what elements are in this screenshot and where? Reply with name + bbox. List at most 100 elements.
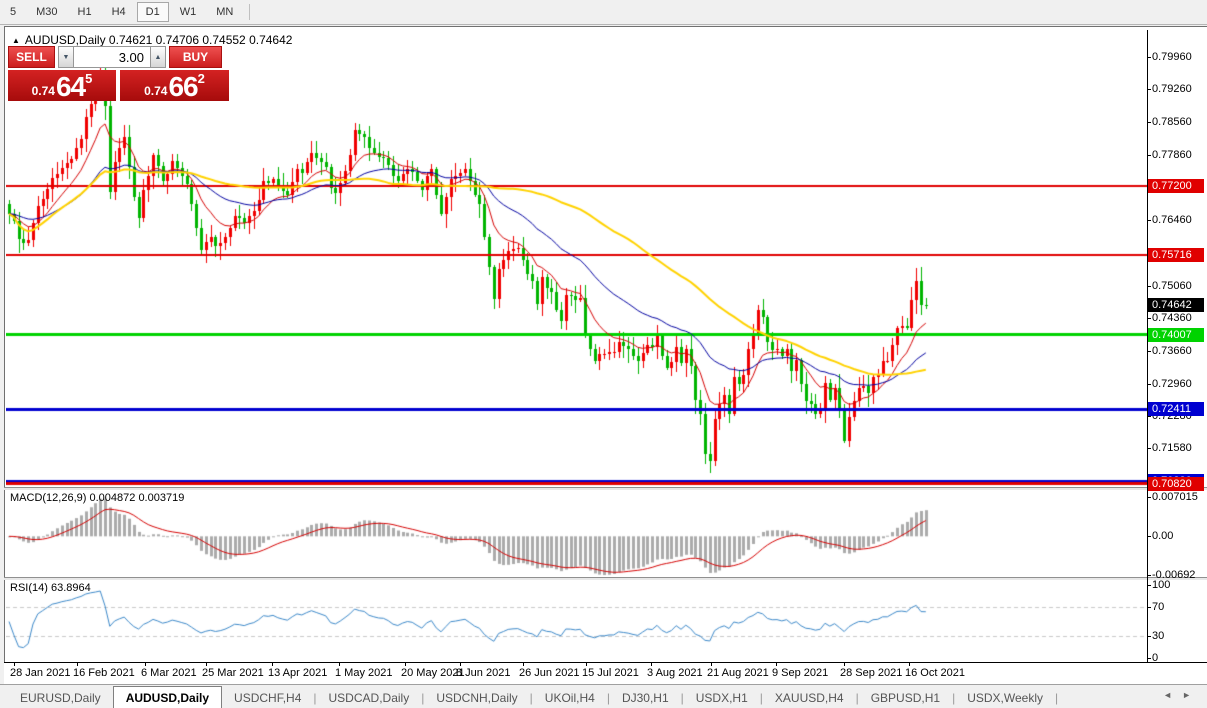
one-click-trade-panel: SELL ▼ ▲ BUY 0.74 64 5 0.74 66 2 xyxy=(8,46,239,101)
chart-tab-ukoil-h4[interactable]: UKOil,H4 xyxy=(544,691,595,705)
buy-price-display[interactable]: 0.74 66 2 xyxy=(120,70,229,101)
chart-tab-usdx-weekly[interactable]: USDX,Weekly xyxy=(967,691,1043,705)
price-tick-label: 0.79260 xyxy=(1152,83,1192,95)
date-tick-mark xyxy=(14,663,15,666)
macd-name: MACD(12,26,9) xyxy=(10,492,87,504)
chart-tab-audusd-daily[interactable]: AUDUSD,Daily xyxy=(112,686,223,708)
rsi-tick-label: 30 xyxy=(1152,630,1165,642)
axis-tick-mark xyxy=(1147,658,1151,659)
collapse-trade-panel-icon[interactable]: ▲ xyxy=(12,36,20,45)
date-tick-mark xyxy=(523,663,524,666)
sell-price-display[interactable]: 0.74 64 5 xyxy=(8,70,116,101)
chart-ohlc-title: ▲ AUDUSD,Daily 0.74621 0.74706 0.74552 0.… xyxy=(12,33,292,47)
date-tick-mark xyxy=(844,663,845,666)
axis-tick-mark xyxy=(1147,448,1151,449)
timeframe-button-mn[interactable]: MN xyxy=(216,6,234,18)
date-tick-label: 20 May 2021 xyxy=(401,667,465,679)
price-level-badge: 0.75716 xyxy=(1148,248,1204,262)
price-tick-label: 0.79960 xyxy=(1152,51,1192,63)
timeframe-button-h4[interactable]: H4 xyxy=(111,6,126,18)
chart-tab-dj30-h1[interactable]: DJ30,H1 xyxy=(621,691,669,705)
volume-increase-button[interactable]: ▲ xyxy=(150,46,166,68)
date-tick-label: 28 Jan 2021 xyxy=(10,667,71,679)
timeframe-button-h1[interactable]: H1 xyxy=(77,6,92,18)
sell-price-big: 64 xyxy=(55,71,86,102)
buy-button[interactable]: BUY xyxy=(169,46,222,68)
axis-tick-mark xyxy=(1147,416,1151,417)
tab-scroll-right-icon[interactable]: ► xyxy=(1182,690,1201,700)
date-tick-mark xyxy=(405,663,406,666)
chart-tab-bar: EURUSD,Daily AUDUSD,Daily USDCHF,H4 | USDCAD… xyxy=(0,684,1207,708)
date-axis: 28 Jan 2021 16 Feb 2021 6 Mar 2021 25 Mar 2… xyxy=(4,662,1207,684)
price-tick-label: 0.77860 xyxy=(1152,149,1192,161)
sell-button[interactable]: SELL xyxy=(8,46,55,68)
tab-separator: | xyxy=(606,691,610,705)
timeframe-button-d1[interactable]: D1 xyxy=(136,2,169,22)
timeframe-button-w1[interactable]: W1 xyxy=(179,6,197,18)
chart-tab-xauusd-h4[interactable]: XAUUSD,H4 xyxy=(774,691,844,705)
date-tick-mark xyxy=(460,663,461,666)
timeframe-button-m30[interactable]: M30 xyxy=(36,6,58,18)
trade-panel-row2: 0.74 64 5 0.74 66 2 xyxy=(8,70,239,101)
date-tick-label: 28 Sep 2021 xyxy=(840,667,903,679)
price-level-badge: 0.74642 xyxy=(1148,298,1204,312)
volume-decrease-button[interactable]: ▼ xyxy=(58,46,74,68)
chart-tab-usdx-h1[interactable]: USDX,H1 xyxy=(695,691,748,705)
price-tick-label: 0.73660 xyxy=(1152,345,1192,357)
tab-separator: | xyxy=(1054,691,1059,705)
chart-tab-usdchf-h4[interactable]: USDCHF,H4 xyxy=(234,691,302,705)
arrow-up-icon: ▲ xyxy=(154,53,162,61)
timeframe-toolbar: 5 M30 H1 H4 D1 W1 MN xyxy=(0,0,1207,25)
rsi-tick-label: 70 xyxy=(1152,601,1165,613)
axis-tick-mark xyxy=(1147,57,1151,58)
axis-tick-mark xyxy=(1147,89,1151,90)
price-level-badge: 0.77200 xyxy=(1148,179,1204,193)
price-tick-label: 0.75060 xyxy=(1152,280,1192,292)
macd-rsi-splitter[interactable] xyxy=(4,577,1207,580)
date-tick-mark xyxy=(909,663,910,666)
tab-scroll-arrows[interactable]: ◄► xyxy=(1163,690,1201,700)
axis-tick-mark xyxy=(1147,318,1151,319)
date-tick-mark xyxy=(651,663,652,666)
rsi-name: RSI(14) xyxy=(10,582,48,594)
tab-separator: | xyxy=(680,691,684,705)
toolbar-separator xyxy=(249,4,251,20)
axis-tick-mark xyxy=(1147,155,1151,156)
chart-tab-gbpusd-h1[interactable]: GBPUSD,H1 xyxy=(870,691,941,705)
chart-tab-usdcnh-daily[interactable]: USDCNH,Daily xyxy=(436,691,518,705)
rsi-value: 63.8964 xyxy=(50,582,91,594)
main-macd-splitter[interactable] xyxy=(4,487,1207,490)
buy-price-big: 66 xyxy=(168,71,198,102)
tab-separator: | xyxy=(313,691,317,705)
rsi-indicator-canvas[interactable] xyxy=(6,580,1147,663)
price-chart-canvas[interactable] xyxy=(6,30,1147,487)
price-tick-label: 0.71580 xyxy=(1152,442,1192,454)
volume-input[interactable] xyxy=(74,46,150,68)
date-tick-label: 25 Mar 2021 xyxy=(202,667,264,679)
date-tick-label: 1 May 2021 xyxy=(335,667,393,679)
rsi-label: RSI(14) 63.8964 xyxy=(10,582,91,594)
axis-tick-mark xyxy=(1147,286,1151,287)
chart-tab-usdcad-daily[interactable]: USDCAD,Daily xyxy=(328,691,410,705)
date-tick-mark xyxy=(77,663,78,666)
macd-tick-label: 0.00 xyxy=(1152,530,1174,542)
macd-tick-label: 0.007015 xyxy=(1152,491,1198,503)
macd-tick-label: -0.00692 xyxy=(1152,569,1196,581)
macd-indicator-canvas[interactable] xyxy=(6,490,1147,577)
tab-separator: | xyxy=(952,691,956,705)
rsi-tick-label: 0 xyxy=(1152,652,1159,664)
axis-tick-mark xyxy=(1147,122,1151,123)
axis-tick-mark xyxy=(1147,351,1151,352)
tab-scroll-left-icon[interactable]: ◄ xyxy=(1163,690,1183,700)
axis-tick-mark xyxy=(1147,384,1151,385)
buy-price-sup: 2 xyxy=(197,71,205,86)
date-tick-label: 13 Apr 2021 xyxy=(268,667,328,679)
trade-panel-row1: SELL ▼ ▲ BUY xyxy=(8,46,239,68)
chart-tab-eurusd-daily[interactable]: EURUSD,Daily xyxy=(20,691,101,705)
date-tick-label: 6 Mar 2021 xyxy=(141,667,197,679)
tab-separator: | xyxy=(529,691,533,705)
price-level-badge: 0.72411 xyxy=(1148,402,1204,416)
axis-tick-mark xyxy=(1147,497,1151,498)
timeframe-button-5[interactable]: 5 xyxy=(10,6,17,18)
